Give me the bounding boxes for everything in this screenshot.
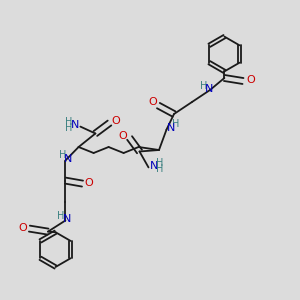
Text: O: O xyxy=(18,223,27,233)
Text: H: H xyxy=(59,150,66,160)
Text: H: H xyxy=(57,211,64,221)
Text: O: O xyxy=(148,97,157,107)
Text: H: H xyxy=(65,123,73,133)
Text: H: H xyxy=(65,117,73,127)
Text: H: H xyxy=(156,164,164,174)
Text: H: H xyxy=(200,81,208,91)
Text: O: O xyxy=(246,75,255,85)
Text: H: H xyxy=(172,119,179,129)
Text: O: O xyxy=(118,130,127,141)
Text: N: N xyxy=(64,154,72,164)
Text: O: O xyxy=(85,178,94,188)
Text: H: H xyxy=(156,158,164,169)
Text: N: N xyxy=(205,84,213,94)
Text: N: N xyxy=(71,120,79,130)
Text: N: N xyxy=(150,161,158,171)
Text: N: N xyxy=(63,214,71,224)
Text: O: O xyxy=(112,116,121,126)
Text: N: N xyxy=(167,123,175,133)
